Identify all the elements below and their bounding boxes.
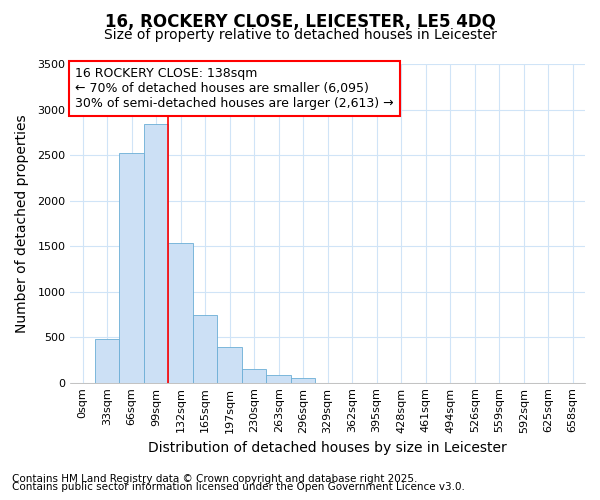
- Bar: [169, 244, 193, 382]
- Text: Size of property relative to detached houses in Leicester: Size of property relative to detached ho…: [104, 28, 496, 42]
- Y-axis label: Number of detached properties: Number of detached properties: [15, 114, 29, 332]
- Bar: [291, 378, 316, 382]
- Bar: [119, 153, 144, 382]
- Bar: [193, 316, 217, 382]
- Bar: [242, 368, 266, 382]
- Text: Contains public sector information licensed under the Open Government Licence v3: Contains public sector information licen…: [12, 482, 465, 492]
- Text: 16, ROCKERY CLOSE, LEICESTER, LE5 4DQ: 16, ROCKERY CLOSE, LEICESTER, LE5 4DQ: [104, 12, 496, 30]
- Bar: [266, 376, 291, 382]
- Bar: [217, 347, 242, 382]
- X-axis label: Distribution of detached houses by size in Leicester: Distribution of detached houses by size …: [148, 441, 507, 455]
- Bar: [95, 339, 119, 382]
- Text: Contains HM Land Registry data © Crown copyright and database right 2025.: Contains HM Land Registry data © Crown c…: [12, 474, 418, 484]
- Text: 16 ROCKERY CLOSE: 138sqm
← 70% of detached houses are smaller (6,095)
30% of sem: 16 ROCKERY CLOSE: 138sqm ← 70% of detach…: [76, 67, 394, 110]
- Bar: [144, 124, 169, 382]
